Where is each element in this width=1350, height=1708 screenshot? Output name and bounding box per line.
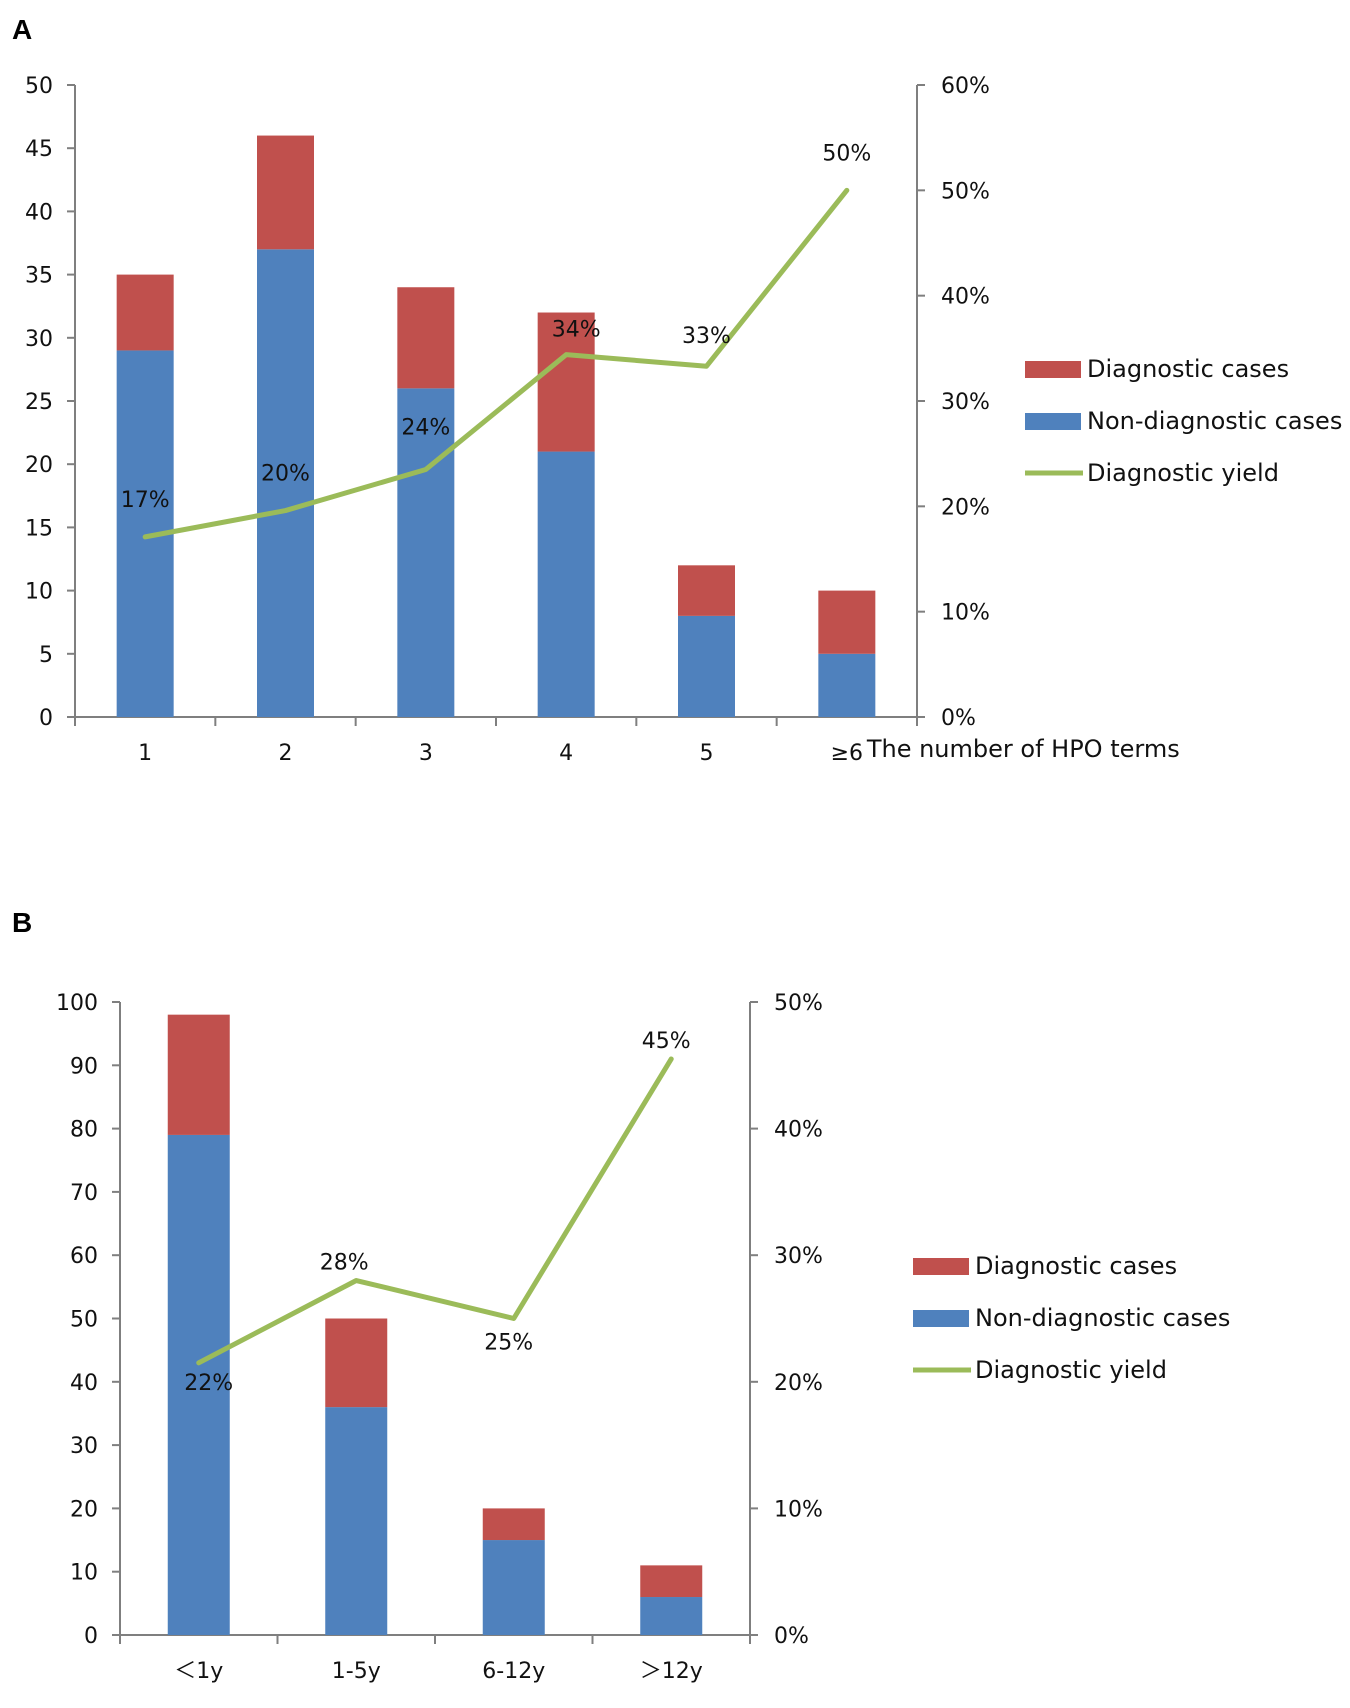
y-tick-label-right: 10% xyxy=(774,1497,823,1522)
bar-non-diagnostic xyxy=(325,1407,388,1635)
bar-diagnostic xyxy=(397,287,455,389)
yield-data-label: 24% xyxy=(401,415,450,440)
bar-diagnostic xyxy=(167,1014,230,1135)
yield-line xyxy=(196,1056,674,1366)
yield-data-label: 50% xyxy=(822,141,871,166)
y-tick-label-right: 10% xyxy=(941,601,990,626)
y-tick-label-left: 70 xyxy=(70,1181,98,1206)
y-tick-label-left: 20 xyxy=(70,1497,98,1522)
y-tick-label-right: 60% xyxy=(941,74,990,99)
y-tick-label-right: 0% xyxy=(774,1624,809,1649)
legend-label: Non-diagnostic cases xyxy=(1087,407,1342,435)
yield-data-label: 25% xyxy=(484,1331,533,1356)
bar-diagnostic xyxy=(325,1318,388,1408)
bar-diagnostic xyxy=(537,312,595,452)
y-tick-label-right: 50% xyxy=(941,179,990,204)
bar-non-diagnostic xyxy=(640,1597,703,1635)
y-tick-label-left: 100 xyxy=(56,991,98,1016)
legend-label: Diagnostic cases xyxy=(1087,355,1289,383)
y-tick-label-left: 35 xyxy=(25,264,53,289)
legend-label: Diagnostic yield xyxy=(975,1356,1167,1384)
x-tick-label: ＞12y xyxy=(640,1659,703,1684)
y-tick-label-left: 5 xyxy=(39,643,53,668)
bar-non-diagnostic xyxy=(482,1540,545,1635)
y-tick-label-left: 10 xyxy=(70,1561,98,1586)
y-tick-label-right: 20% xyxy=(941,495,990,520)
y-tick-label-left: 15 xyxy=(25,516,53,541)
y-tick-label-right: 50% xyxy=(774,991,823,1016)
y-tick-label-right: 40% xyxy=(774,1118,823,1143)
bar-diagnostic xyxy=(482,1508,545,1541)
y-tick-label-right: 30% xyxy=(774,1244,823,1269)
bar-diagnostic xyxy=(678,565,735,616)
x-tick-label: ＜1y xyxy=(174,1659,223,1684)
bar-diagnostic xyxy=(640,1565,703,1598)
chart-b: 0 10 20 30 40 50 60 70 80 90 100 0% 10% 20% 30% 40% 50% ＜… xyxy=(56,991,1230,1684)
bar-diagnostic xyxy=(116,274,174,351)
y-tick-label-left: 45 xyxy=(25,137,53,162)
x-tick-label: 5 xyxy=(700,741,714,766)
x-tick-label: 3 xyxy=(419,741,433,766)
x-tick-label: 1 xyxy=(138,741,152,766)
yield-line xyxy=(142,187,850,540)
yield-data-label: 34% xyxy=(552,318,601,343)
bar-non-diagnostic xyxy=(537,451,595,717)
bar-non-diagnostic xyxy=(818,653,876,717)
y-tick-label-left: 20 xyxy=(25,453,53,478)
legend-swatch xyxy=(1025,361,1081,378)
panel-a-letter: A xyxy=(12,14,33,45)
y-tick-label-left: 30 xyxy=(70,1434,98,1459)
y-tick-label-right: 0% xyxy=(941,706,976,731)
y-tick-label-right: 40% xyxy=(941,285,990,310)
bar-diagnostic xyxy=(257,135,314,250)
x-tick-label: 6-12y xyxy=(482,1659,545,1684)
yield-data-label: 20% xyxy=(261,462,310,487)
y-tick-label-left: 50 xyxy=(25,74,53,99)
yield-data-label: 22% xyxy=(184,1371,233,1396)
x-tick-label: ≥6 xyxy=(831,741,863,766)
y-tick-label-left: 10 xyxy=(25,580,53,605)
yield-data-label: 33% xyxy=(682,324,731,349)
y-tick-label-left: 50 xyxy=(70,1308,98,1333)
y-tick-label-left: 60 xyxy=(70,1244,98,1269)
x-tick-label: 4 xyxy=(559,741,573,766)
legend-label: Diagnostic yield xyxy=(1087,459,1279,487)
y-tick-label-left: 25 xyxy=(25,390,53,415)
panel-b-letter: B xyxy=(12,907,33,938)
x-tick-label: 2 xyxy=(279,741,293,766)
legend-swatch xyxy=(913,1258,969,1275)
y-tick-label-left: 30 xyxy=(25,327,53,352)
y-tick-label-left: 40 xyxy=(25,200,53,225)
x-tick-label: 1-5y xyxy=(332,1659,381,1684)
panel-a: A 0 5 10 15 20 25 30 35 40 45 50 0% 10% 20% 30% 40% 50% 6… xyxy=(0,0,1350,850)
panel-b: B 0 10 20 30 40 50 60 70 80 90 100 0% 10% 20% 30% 40% 50… xyxy=(0,900,1350,1708)
bar-non-diagnostic xyxy=(397,388,455,717)
bar-diagnostic xyxy=(818,590,876,654)
y-tick-label-right: 30% xyxy=(941,390,990,415)
bar-non-diagnostic xyxy=(257,249,314,717)
y-tick-label-left: 0 xyxy=(39,706,53,731)
y-tick-label-right: 20% xyxy=(774,1371,823,1396)
y-tick-label-left: 90 xyxy=(70,1054,98,1079)
chart-a: 051015202530354045500%10%20%30%40%50%60%… xyxy=(25,74,1342,766)
legend-swatch xyxy=(1025,413,1081,430)
bar-non-diagnostic xyxy=(167,1134,230,1635)
legend-label: Non-diagnostic cases xyxy=(975,1304,1230,1332)
yield-data-label: 17% xyxy=(121,488,170,513)
y-tick-label-left: 80 xyxy=(70,1118,98,1143)
y-tick-label-left: 0 xyxy=(84,1624,98,1649)
bar-non-diagnostic xyxy=(678,615,735,717)
x-axis-title: The number of HPO terms xyxy=(866,735,1180,763)
legend-swatch xyxy=(913,1310,969,1327)
yield-data-label: 28% xyxy=(320,1251,369,1276)
yield-data-label: 45% xyxy=(642,1029,691,1054)
legend-label: Diagnostic cases xyxy=(975,1252,1177,1280)
y-tick-label-left: 40 xyxy=(70,1371,98,1396)
